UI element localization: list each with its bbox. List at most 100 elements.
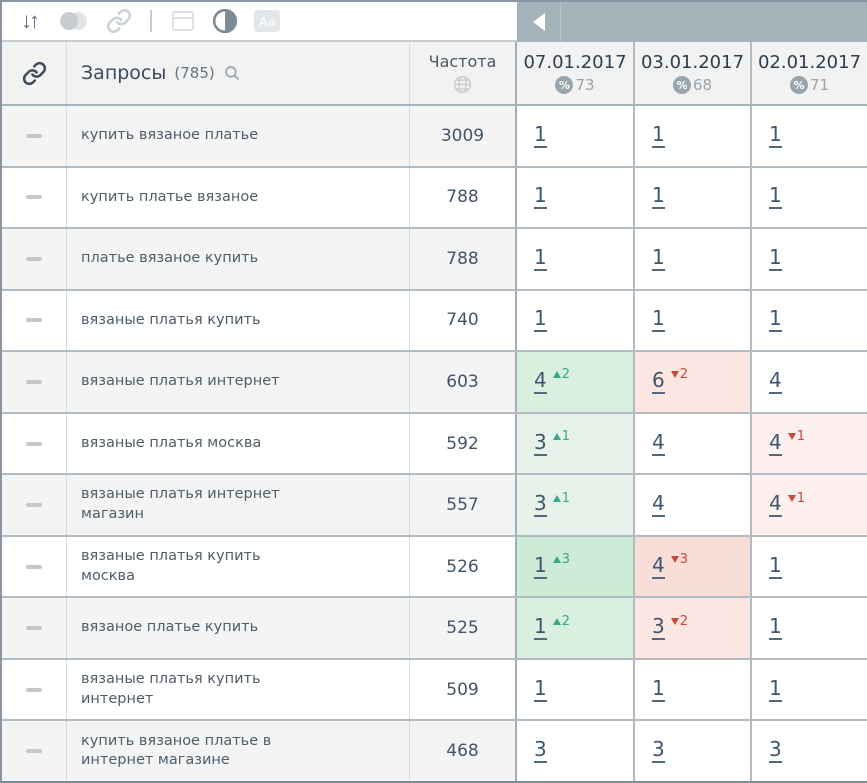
position-link[interactable]: 1 <box>769 614 782 641</box>
row-drag-handle[interactable] <box>2 413 67 474</box>
window-button[interactable] <box>170 6 196 36</box>
position-link[interactable]: 4 <box>534 367 547 394</box>
date-column-header[interactable]: 07.01.2017 % 73 <box>517 42 635 104</box>
header-link-cell[interactable] <box>2 42 67 104</box>
position-link[interactable]: 3 <box>769 737 782 764</box>
position-link[interactable]: 3 <box>652 737 665 764</box>
position-link[interactable]: 1 <box>652 306 665 333</box>
row-drag-handle[interactable] <box>2 721 67 781</box>
layers-button[interactable] <box>58 6 90 36</box>
frequency-header[interactable]: Частота <box>410 42 517 104</box>
position-link[interactable]: 1 <box>652 121 665 148</box>
query-cell[interactable]: вязаные платья москва <box>67 413 410 474</box>
position-link[interactable]: 6 <box>652 367 665 394</box>
collapse-dates-button[interactable] <box>517 2 561 42</box>
drag-handle-icon <box>26 749 42 754</box>
position-cell: 1 <box>635 290 752 351</box>
row-drag-handle[interactable] <box>2 475 67 535</box>
frequency-value: 603 <box>446 371 479 392</box>
sort-button[interactable]: ↓↑ <box>16 6 42 36</box>
position-link[interactable]: 1 <box>534 121 547 148</box>
query-cell[interactable]: вязаные платья интернет магазин <box>67 475 410 535</box>
frequency-cell: 603 <box>410 352 517 412</box>
date-column-header[interactable]: 02.01.2017 % 71 <box>752 42 867 104</box>
query-cell[interactable]: купить вязаное платье в интернет магазин… <box>67 721 410 781</box>
queries-count: (785) <box>174 64 215 82</box>
row-drag-handle[interactable] <box>2 598 67 658</box>
row-drag-handle[interactable] <box>2 536 67 597</box>
row-drag-handle[interactable] <box>2 352 67 412</box>
position-link[interactable]: 4 <box>769 367 782 394</box>
percent-icon: % <box>789 76 808 94</box>
row-drag-handle[interactable] <box>2 229 67 289</box>
position-cell: 3 <box>517 721 635 781</box>
position-link[interactable]: 1 <box>652 183 665 210</box>
row-drag-handle[interactable] <box>2 167 67 228</box>
row-drag-handle[interactable] <box>2 290 67 351</box>
arrow-up-icon <box>552 617 561 625</box>
drag-handle-icon <box>26 564 42 569</box>
position-link[interactable]: 1 <box>652 675 665 702</box>
position-link[interactable]: 3 <box>534 429 547 456</box>
drag-handle-icon <box>26 195 42 200</box>
arrow-up-icon <box>552 433 561 440</box>
date-column-header[interactable]: 03.01.2017 % 68 <box>635 42 752 104</box>
visibility-value: 73 <box>575 76 595 94</box>
position-link[interactable]: 1 <box>652 244 665 271</box>
queries-header: Запросы (785) <box>67 42 410 104</box>
position-link[interactable]: 1 <box>534 306 547 333</box>
position-link[interactable]: 4 <box>652 552 665 579</box>
position-link[interactable]: 4 <box>769 491 782 518</box>
position-link[interactable]: 1 <box>769 183 782 210</box>
position-link[interactable]: 1 <box>534 614 547 641</box>
drag-handle-icon <box>26 441 42 446</box>
row-drag-handle[interactable] <box>2 106 67 166</box>
row-drag-handle[interactable] <box>2 659 67 720</box>
query-cell[interactable]: вязаные платья интернет <box>67 352 410 412</box>
visibility-value: 68 <box>692 76 713 94</box>
contrast-button[interactable] <box>212 6 238 36</box>
position-link[interactable]: 1 <box>769 675 782 702</box>
position-link[interactable]: 3 <box>534 491 547 518</box>
position-link[interactable]: 1 <box>534 244 547 271</box>
arrow-up-icon <box>552 556 561 564</box>
search-icon[interactable] <box>223 64 241 82</box>
position-link[interactable]: 4 <box>769 429 782 456</box>
position-link[interactable]: 1 <box>534 183 547 210</box>
position-link[interactable]: 3 <box>534 737 547 764</box>
position-link[interactable]: 4 <box>652 491 665 518</box>
position-link[interactable]: 1 <box>769 244 782 271</box>
toolbar-divider <box>150 10 152 32</box>
position-link[interactable]: 3 <box>652 614 665 641</box>
position-link[interactable]: 1 <box>769 306 782 333</box>
query-cell[interactable]: вязаное платье купить <box>67 598 410 658</box>
drag-handle-icon <box>26 318 42 323</box>
position-link[interactable]: 1 <box>769 552 782 579</box>
query-cell[interactable]: купить вязаное платье <box>67 106 410 166</box>
query-cell[interactable]: платье вязаное купить <box>67 229 410 289</box>
table-row: купить вязаное платье в интернет магазин… <box>2 721 867 781</box>
position-cell: 1 <box>635 229 752 289</box>
position-link[interactable]: 1 <box>534 675 547 702</box>
frequency-cell: 788 <box>410 229 517 289</box>
position-link[interactable]: 1 <box>769 121 782 148</box>
chevron-left-icon <box>532 13 545 31</box>
link-button[interactable] <box>106 6 132 36</box>
position-cell: 1 <box>752 536 867 597</box>
table-body: купить вязаное платье 3009 1 1 1 купить пл… <box>2 106 867 781</box>
query-cell[interactable]: вязаные платья купить интернет <box>67 659 410 720</box>
frequency-value: 592 <box>446 433 479 454</box>
arrow-down-icon <box>787 433 796 440</box>
drag-handle-icon <box>26 626 42 631</box>
position-link[interactable]: 4 <box>652 429 665 456</box>
position-link[interactable]: 1 <box>534 552 547 579</box>
position-change-down: 2 <box>670 615 688 628</box>
query-cell[interactable]: купить платье вязаное <box>67 167 410 228</box>
query-cell[interactable]: вязаные платья купить <box>67 290 410 351</box>
position-change-value: 2 <box>679 367 689 383</box>
text-style-button[interactable]: Aa <box>254 6 280 36</box>
query-cell[interactable]: вязаные платья купить москва <box>67 536 410 597</box>
frequency-cell: 509 <box>410 659 517 720</box>
